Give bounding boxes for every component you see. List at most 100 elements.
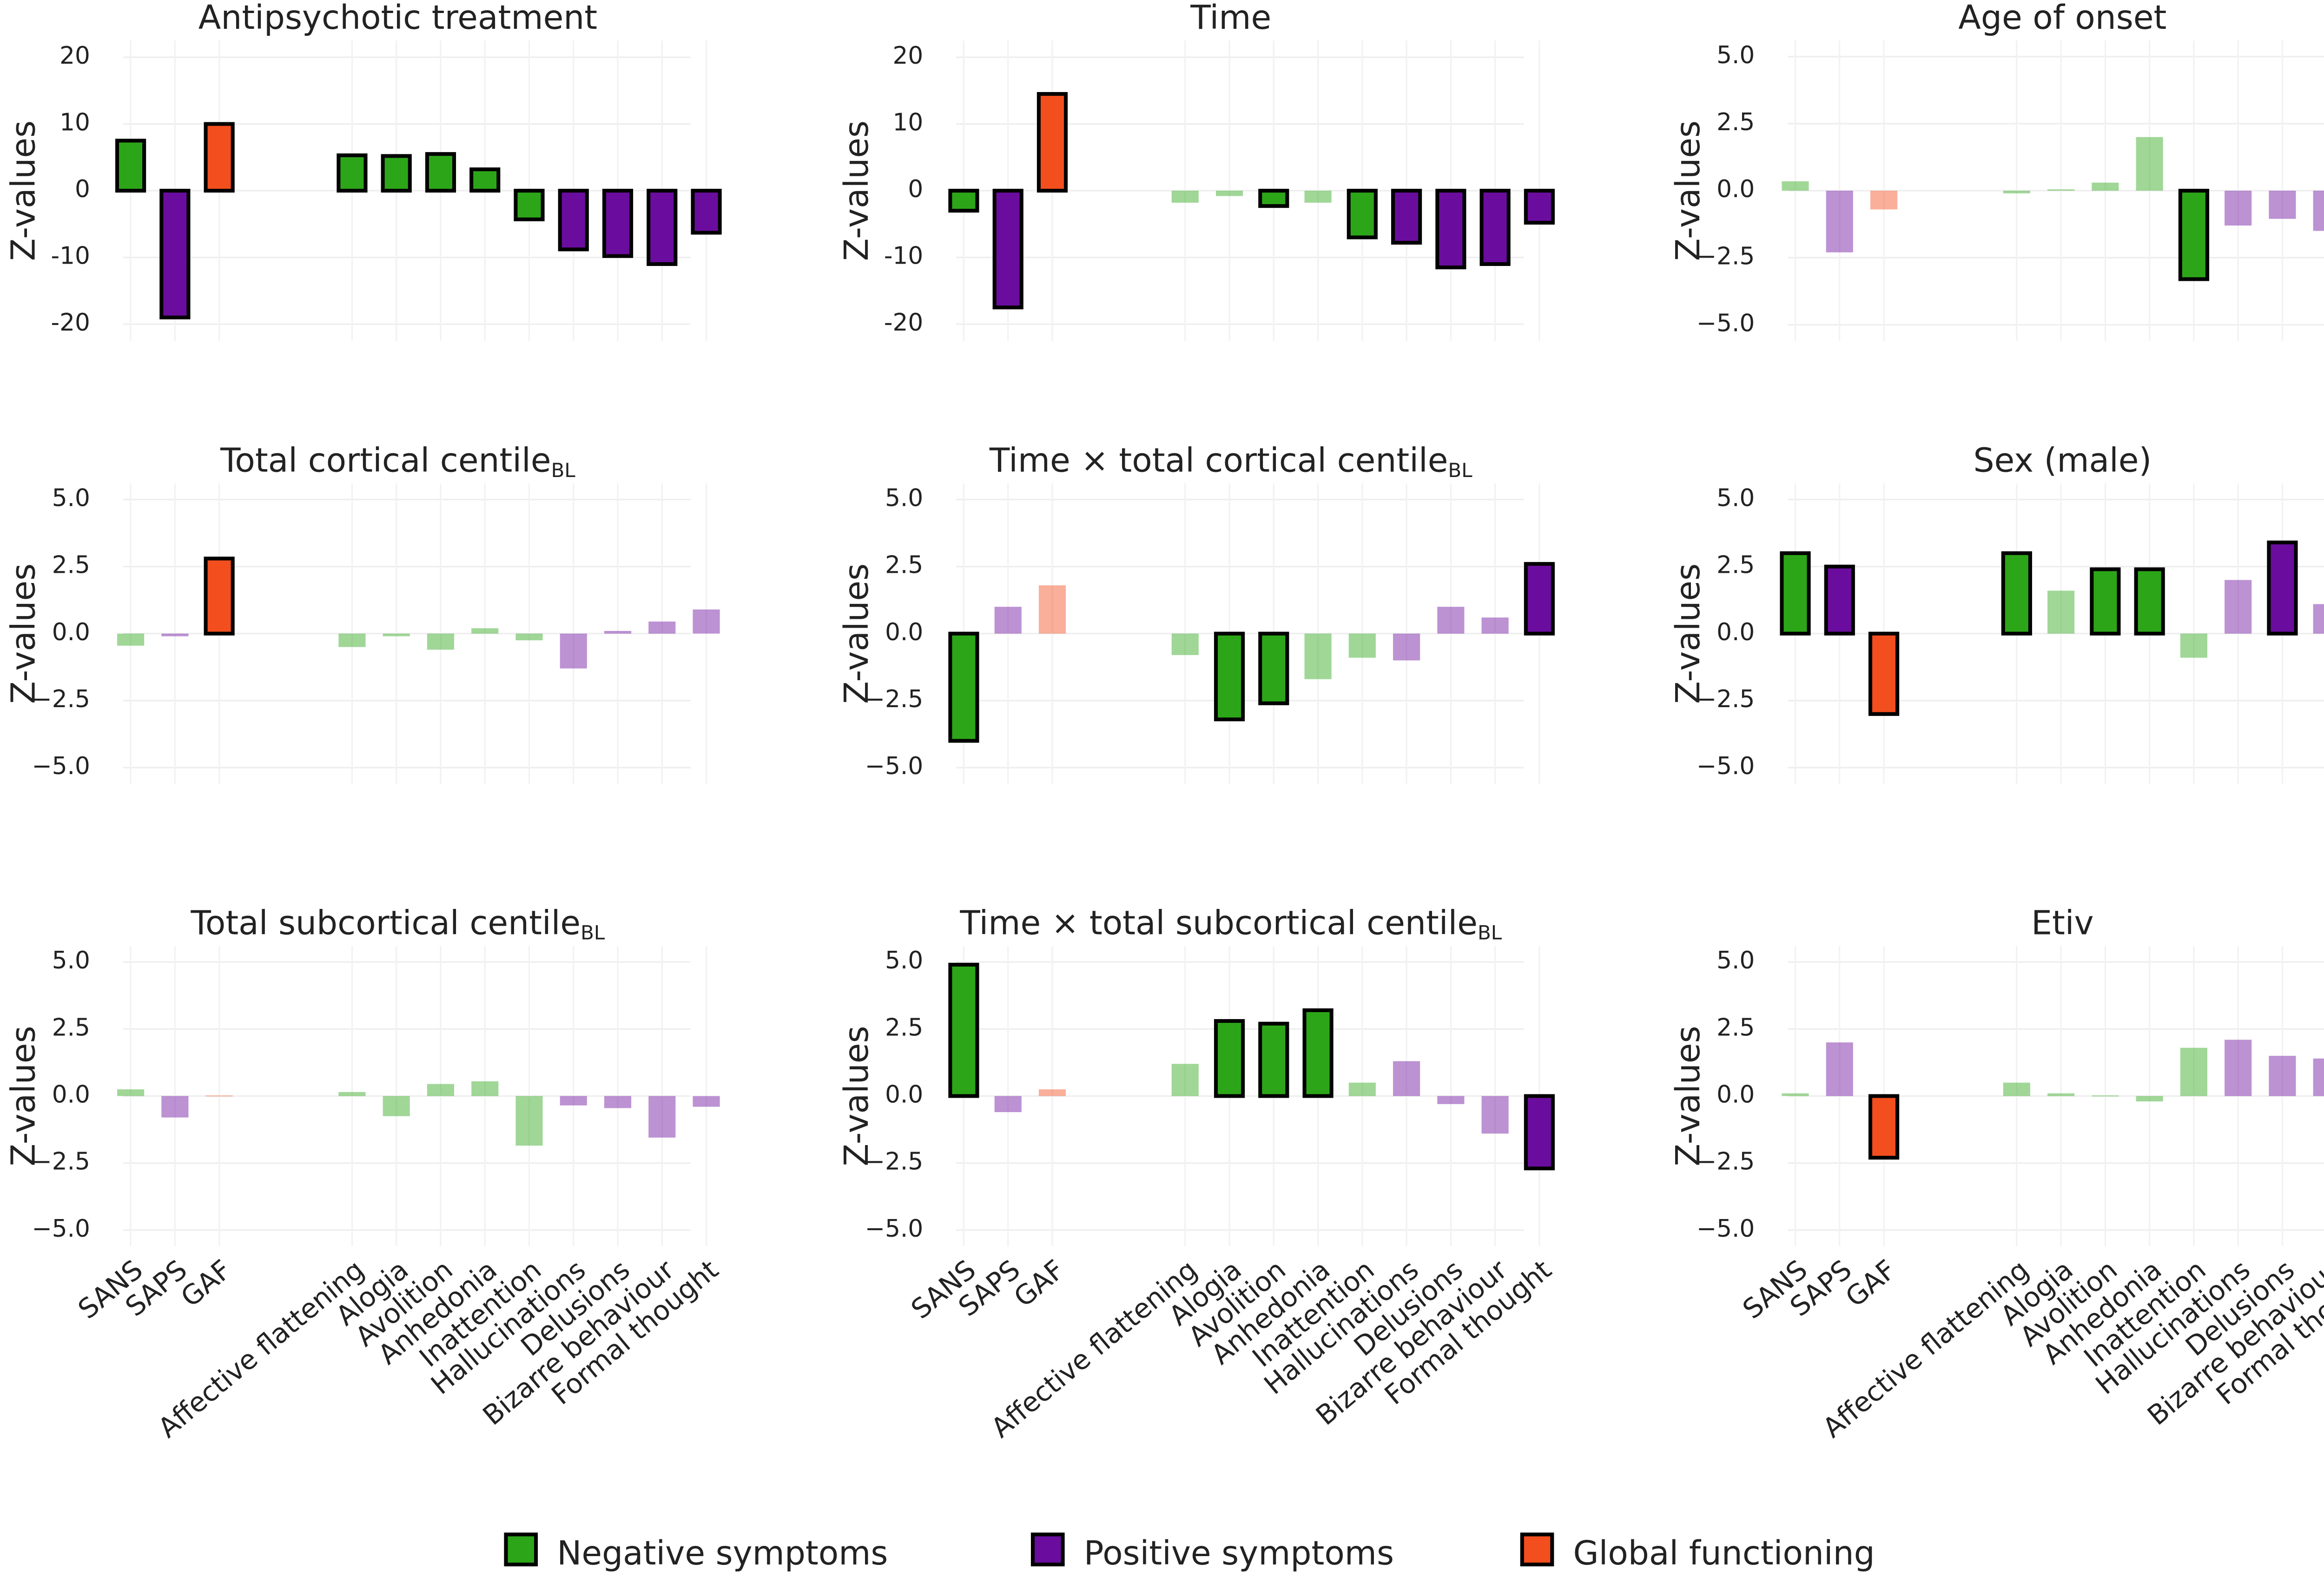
bar bbox=[1391, 189, 1422, 245]
y-tick-label: −5.0 bbox=[865, 1215, 923, 1243]
bar bbox=[1782, 181, 1809, 191]
title-main: Total cortical centile bbox=[220, 441, 551, 479]
bar bbox=[1171, 1064, 1199, 1096]
bar bbox=[691, 189, 722, 235]
title-main: Time bbox=[1190, 0, 1271, 37]
y-tick-label: 2.5 bbox=[1717, 1014, 1755, 1041]
bar bbox=[1171, 633, 1199, 655]
bar bbox=[2090, 567, 2121, 636]
bar bbox=[117, 1089, 145, 1096]
y-tick-label: 20 bbox=[892, 42, 923, 70]
y-tick-label: −5.0 bbox=[865, 752, 923, 780]
bar bbox=[115, 139, 146, 193]
y-axis-label: Z-values bbox=[4, 120, 43, 261]
bar bbox=[1348, 1082, 1376, 1096]
bar bbox=[515, 633, 543, 641]
y-tick-label: 5.0 bbox=[52, 947, 90, 974]
bar bbox=[425, 152, 456, 193]
bar bbox=[693, 1096, 720, 1107]
panel-title: Time × total cortical centileBL bbox=[989, 441, 1472, 481]
bar bbox=[514, 189, 545, 221]
bar bbox=[2267, 540, 2298, 636]
y-tick-label: 0.0 bbox=[52, 1080, 90, 1108]
title-main: Age of onset bbox=[1958, 0, 2166, 37]
y-tick-label: −2.5 bbox=[865, 685, 923, 713]
y-tick-label: 10 bbox=[892, 109, 923, 137]
legend-swatch bbox=[1520, 1532, 1554, 1567]
bar bbox=[205, 1095, 233, 1097]
bar bbox=[338, 633, 366, 647]
y-tick-label: −2.5 bbox=[1697, 685, 1755, 713]
y-axis-label: Z-values bbox=[4, 563, 43, 704]
panel-title: Age of onset bbox=[1958, 0, 2166, 37]
y-tick-label: −2.5 bbox=[32, 685, 90, 713]
x-tick-label: GAF bbox=[1008, 1254, 1070, 1313]
y-tick-label: −5.0 bbox=[1697, 1215, 1755, 1243]
y-tick-label: 2.5 bbox=[1717, 108, 1755, 136]
bar bbox=[2178, 189, 2210, 281]
bar bbox=[471, 1081, 499, 1096]
y-tick-label: −2.5 bbox=[1697, 242, 1755, 270]
bar bbox=[2047, 1093, 2075, 1096]
bar bbox=[2136, 1096, 2163, 1101]
y-tick-label: 10 bbox=[59, 109, 90, 137]
y-tick-label: 2.5 bbox=[1717, 551, 1755, 579]
bar bbox=[2134, 567, 2165, 636]
bar bbox=[1524, 189, 1555, 225]
panel-title: Time × total subcortical centileBL bbox=[959, 903, 1502, 944]
y-tick-label: −2.5 bbox=[1697, 1148, 1755, 1176]
bar bbox=[2092, 182, 2119, 191]
y-tick-label: -10 bbox=[884, 242, 923, 270]
y-tick-label: −5.0 bbox=[32, 752, 90, 780]
title-main: Sex (male) bbox=[1973, 441, 2152, 479]
bar bbox=[948, 962, 979, 1098]
bar bbox=[1038, 585, 1066, 634]
bar bbox=[515, 1096, 543, 1146]
bar bbox=[1437, 1096, 1465, 1104]
title-subscript: BL bbox=[1478, 921, 1502, 944]
bar bbox=[1782, 1093, 1809, 1096]
bar bbox=[1780, 551, 1811, 636]
bar bbox=[948, 189, 979, 213]
y-tick-label: 0.0 bbox=[1717, 1080, 1755, 1108]
bar bbox=[2269, 191, 2296, 219]
bar bbox=[427, 633, 455, 650]
bar bbox=[1258, 1021, 1289, 1098]
bar bbox=[161, 1096, 189, 1118]
bar bbox=[2225, 191, 2252, 226]
y-tick-label: −5.0 bbox=[1697, 309, 1755, 337]
bar bbox=[1393, 633, 1420, 661]
panel: Time Z-values -20 -10 0 10 20 bbox=[837, 0, 1555, 341]
bar bbox=[1214, 631, 1245, 722]
bar bbox=[558, 189, 589, 252]
bar bbox=[159, 189, 191, 319]
y-tick-label: -10 bbox=[51, 242, 90, 270]
y-tick-label: 0.0 bbox=[52, 618, 90, 646]
y-axis-label: Z-values bbox=[1669, 563, 1707, 704]
y-tick-label: −5.0 bbox=[1697, 752, 1755, 780]
x-tick-label: GAF bbox=[1840, 1254, 1902, 1313]
bar bbox=[2313, 191, 2324, 231]
bar bbox=[2180, 633, 2207, 658]
bar bbox=[1302, 1008, 1334, 1098]
y-tick-label: 0.0 bbox=[1717, 175, 1755, 203]
bar bbox=[1481, 617, 1509, 634]
panel-title: Etiv bbox=[2031, 903, 2094, 942]
bar bbox=[1824, 564, 1855, 636]
y-tick-label: 2.5 bbox=[885, 551, 923, 579]
bar bbox=[994, 1096, 1022, 1113]
title-main: Time × total subcortical centile bbox=[959, 903, 1478, 942]
bar bbox=[1481, 1096, 1509, 1134]
bar bbox=[1038, 1089, 1066, 1096]
panel-title: Total cortical centileBL bbox=[220, 441, 575, 481]
y-tick-label: 0 bbox=[75, 175, 90, 203]
bar bbox=[2313, 604, 2324, 634]
y-axis-label: Z-values bbox=[1669, 120, 1707, 261]
y-tick-label: 0.0 bbox=[885, 618, 923, 646]
y-tick-label: 0.0 bbox=[1717, 618, 1755, 646]
bar bbox=[338, 1092, 366, 1096]
bar bbox=[204, 557, 235, 636]
panel: Antipsychotic treatment Z-values -20 -10 0 10… bbox=[4, 0, 722, 341]
title-main: Etiv bbox=[2031, 903, 2094, 942]
